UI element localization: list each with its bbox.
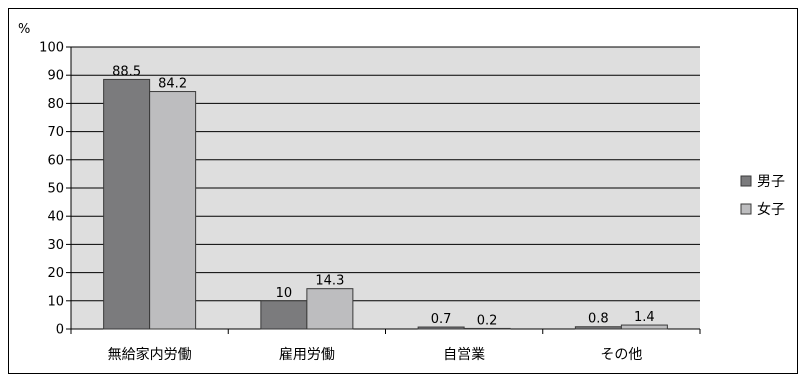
data-label: 0.7: [431, 312, 452, 327]
data-label: 10: [276, 286, 293, 301]
x-category-label: その他: [600, 347, 642, 363]
y-tick-label: 70: [47, 125, 64, 140]
y-tick-label: 30: [47, 238, 64, 253]
x-category-label: 無給家内労働: [108, 346, 192, 363]
y-tick-label: 50: [47, 182, 64, 197]
data-label: 0.2: [477, 313, 498, 328]
bar-male: [417, 326, 465, 330]
bar-male: [574, 326, 622, 330]
y-tick-label: 0: [56, 323, 64, 338]
legend-swatch-male: [740, 175, 752, 187]
data-label: 14.3: [315, 274, 344, 289]
bar-male: [103, 78, 151, 330]
data-label: 0.8: [588, 312, 609, 327]
y-axis-label: %: [18, 22, 30, 37]
bar-female: [306, 288, 354, 330]
bar-female: [620, 324, 668, 330]
legend-label: 女子: [757, 201, 785, 218]
legend-label: 男子: [757, 174, 785, 190]
bar-female: [149, 91, 197, 330]
data-label: 88.5: [112, 64, 141, 79]
y-tick-label: 40: [47, 210, 64, 225]
data-label: 84.2: [158, 77, 187, 92]
y-tick-label: 100: [39, 41, 64, 56]
bar-male: [260, 300, 308, 330]
y-tick-label: 80: [47, 97, 64, 112]
legend-swatch-female: [740, 203, 752, 215]
x-category-label: 自営業: [443, 347, 485, 363]
x-category-label: 雇用労働: [279, 346, 335, 363]
bar-female: [463, 327, 511, 330]
y-tick-label: 20: [47, 266, 64, 281]
y-tick-label: 10: [47, 294, 64, 309]
y-tick-label: 90: [47, 69, 64, 84]
y-tick-label: 60: [47, 153, 64, 168]
data-label: 1.4: [634, 310, 655, 325]
